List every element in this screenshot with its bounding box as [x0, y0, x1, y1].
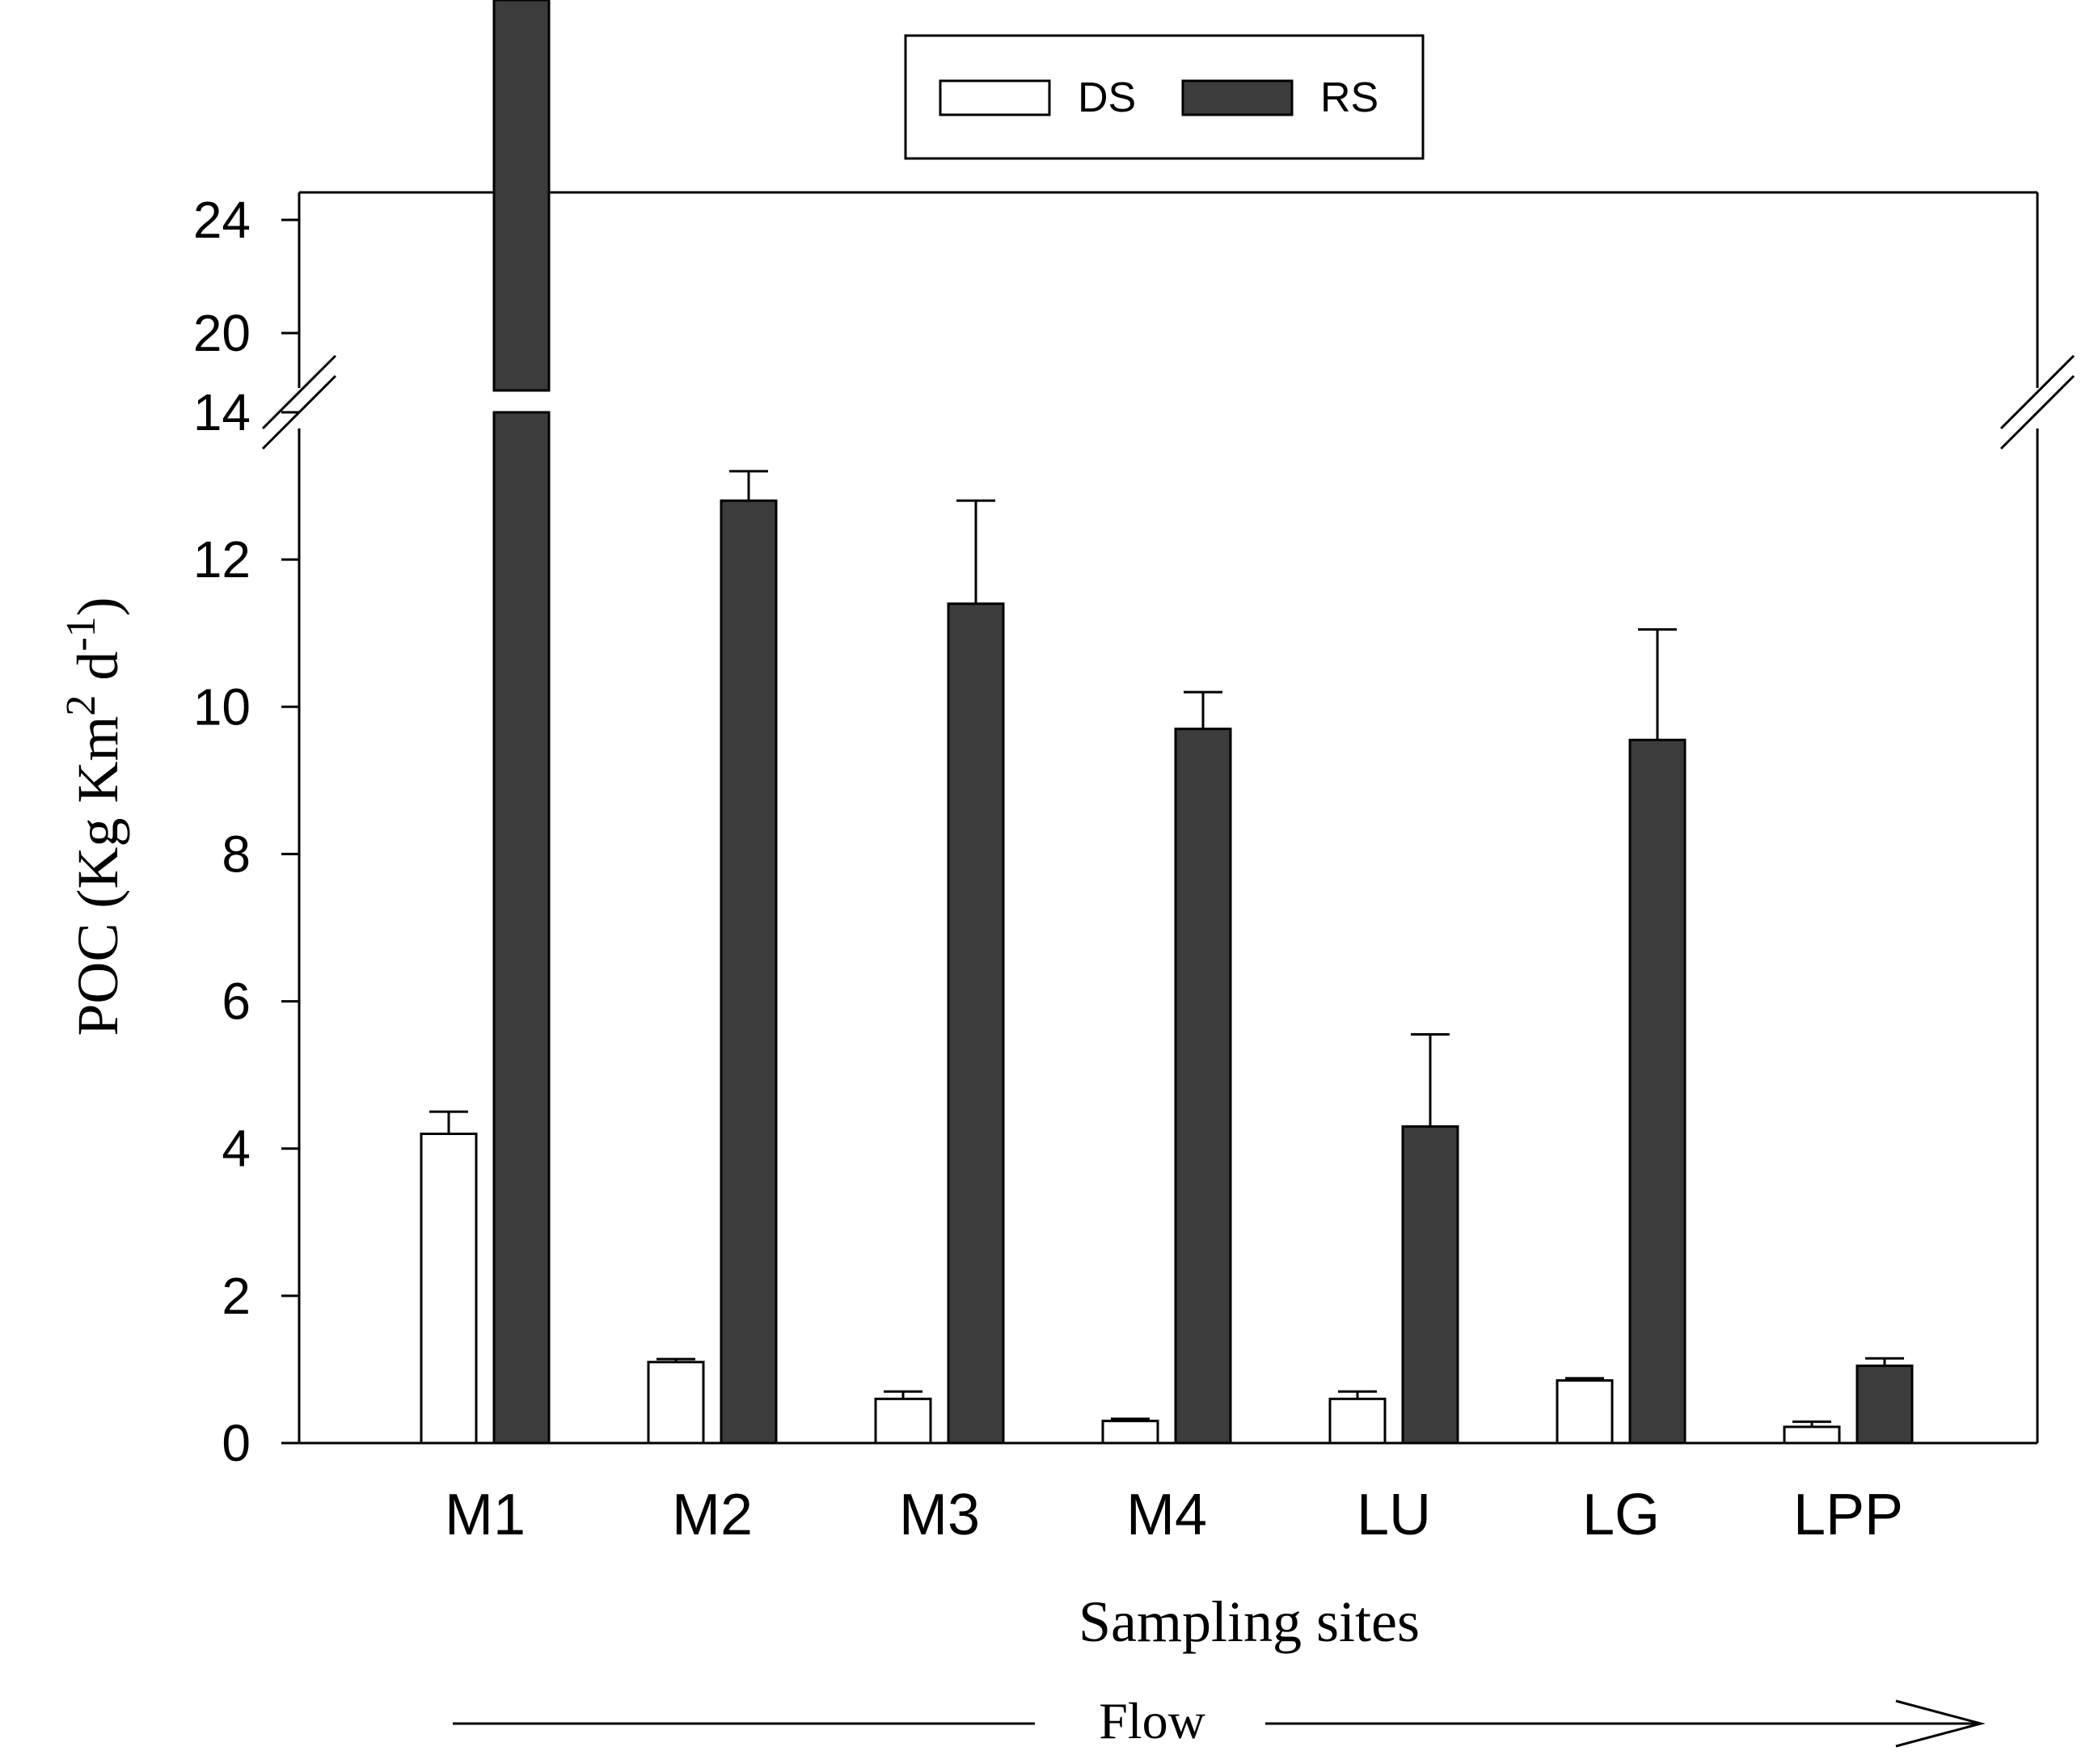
- axis-break-right-2: [1999, 374, 2075, 450]
- x-axis: M1 M2 M3 M4 LU LG LPP: [445, 1483, 1903, 1547]
- legend-label-rs: RS: [1320, 74, 1378, 121]
- y-tick-label-lower-5: 10: [193, 677, 251, 736]
- y-tick-label-lower-7: 14: [193, 383, 251, 441]
- y-axis-label: POC (Kg Km2 d-1): [58, 597, 131, 1036]
- bar-ds-m2: [647, 1361, 705, 1445]
- x-axis-label: Sampling sites: [1079, 1589, 1420, 1654]
- y-tick-label-lower-4: 8: [222, 825, 251, 883]
- x-tick-label-m4: M4: [1126, 1483, 1207, 1547]
- plot-frame: [261, 191, 2075, 1445]
- x-tick-label-lu: LU: [1357, 1483, 1431, 1547]
- bar-rs-lg: [1628, 738, 1687, 1445]
- flow-arrowhead: [1895, 1699, 1986, 1748]
- bar-ds-m4: [1101, 1420, 1159, 1445]
- x-tick-label-m2: M2: [672, 1483, 753, 1547]
- y-tick-label-upper-0: 20: [193, 304, 251, 362]
- legend-label-ds: DS: [1078, 74, 1136, 121]
- y-tick-label-lower-2: 4: [222, 1120, 251, 1178]
- bar-ds-lg: [1556, 1379, 1614, 1445]
- y-tick-label-lower-6: 12: [193, 530, 251, 589]
- x-tick-label-m1: M1: [445, 1483, 526, 1547]
- bar-rs-m1-lower: [492, 411, 551, 1445]
- y-tick-label-lower-3: 6: [222, 973, 251, 1031]
- x-tick-label-m3: M3: [899, 1483, 980, 1547]
- flow-arrow: [453, 1699, 1986, 1748]
- legend: DS RS: [904, 34, 1425, 160]
- y-tick-label-upper-1: 24: [193, 191, 251, 249]
- y-tick-label-lower-0: 0: [222, 1414, 251, 1472]
- bar-rs-m1-upper: [492, 0, 551, 392]
- axis-break-right-1: [1999, 354, 2075, 430]
- bar-ds-lu: [1328, 1397, 1387, 1445]
- bars: [420, 0, 1914, 1445]
- axis-break-left-1: [261, 354, 337, 430]
- bar-rs-m2: [720, 499, 778, 1445]
- legend-swatch-rs: [1181, 79, 1294, 116]
- bar-rs-lpp: [1855, 1364, 1914, 1445]
- bar-rs-m3: [947, 602, 1005, 1445]
- flow-label: Flow: [1099, 1692, 1205, 1749]
- x-tick-label-lpp: LPP: [1793, 1483, 1903, 1547]
- bar-ds-m3: [874, 1397, 932, 1445]
- bar-ds-m1: [420, 1133, 478, 1445]
- bar-rs-lu: [1401, 1125, 1459, 1445]
- legend-swatch-ds: [939, 79, 1051, 116]
- x-tick-label-lg: LG: [1582, 1483, 1660, 1547]
- y-tick-label-lower-1: 2: [222, 1267, 251, 1325]
- bar-rs-m4: [1174, 728, 1232, 1445]
- bar-ds-lpp: [1783, 1425, 1841, 1445]
